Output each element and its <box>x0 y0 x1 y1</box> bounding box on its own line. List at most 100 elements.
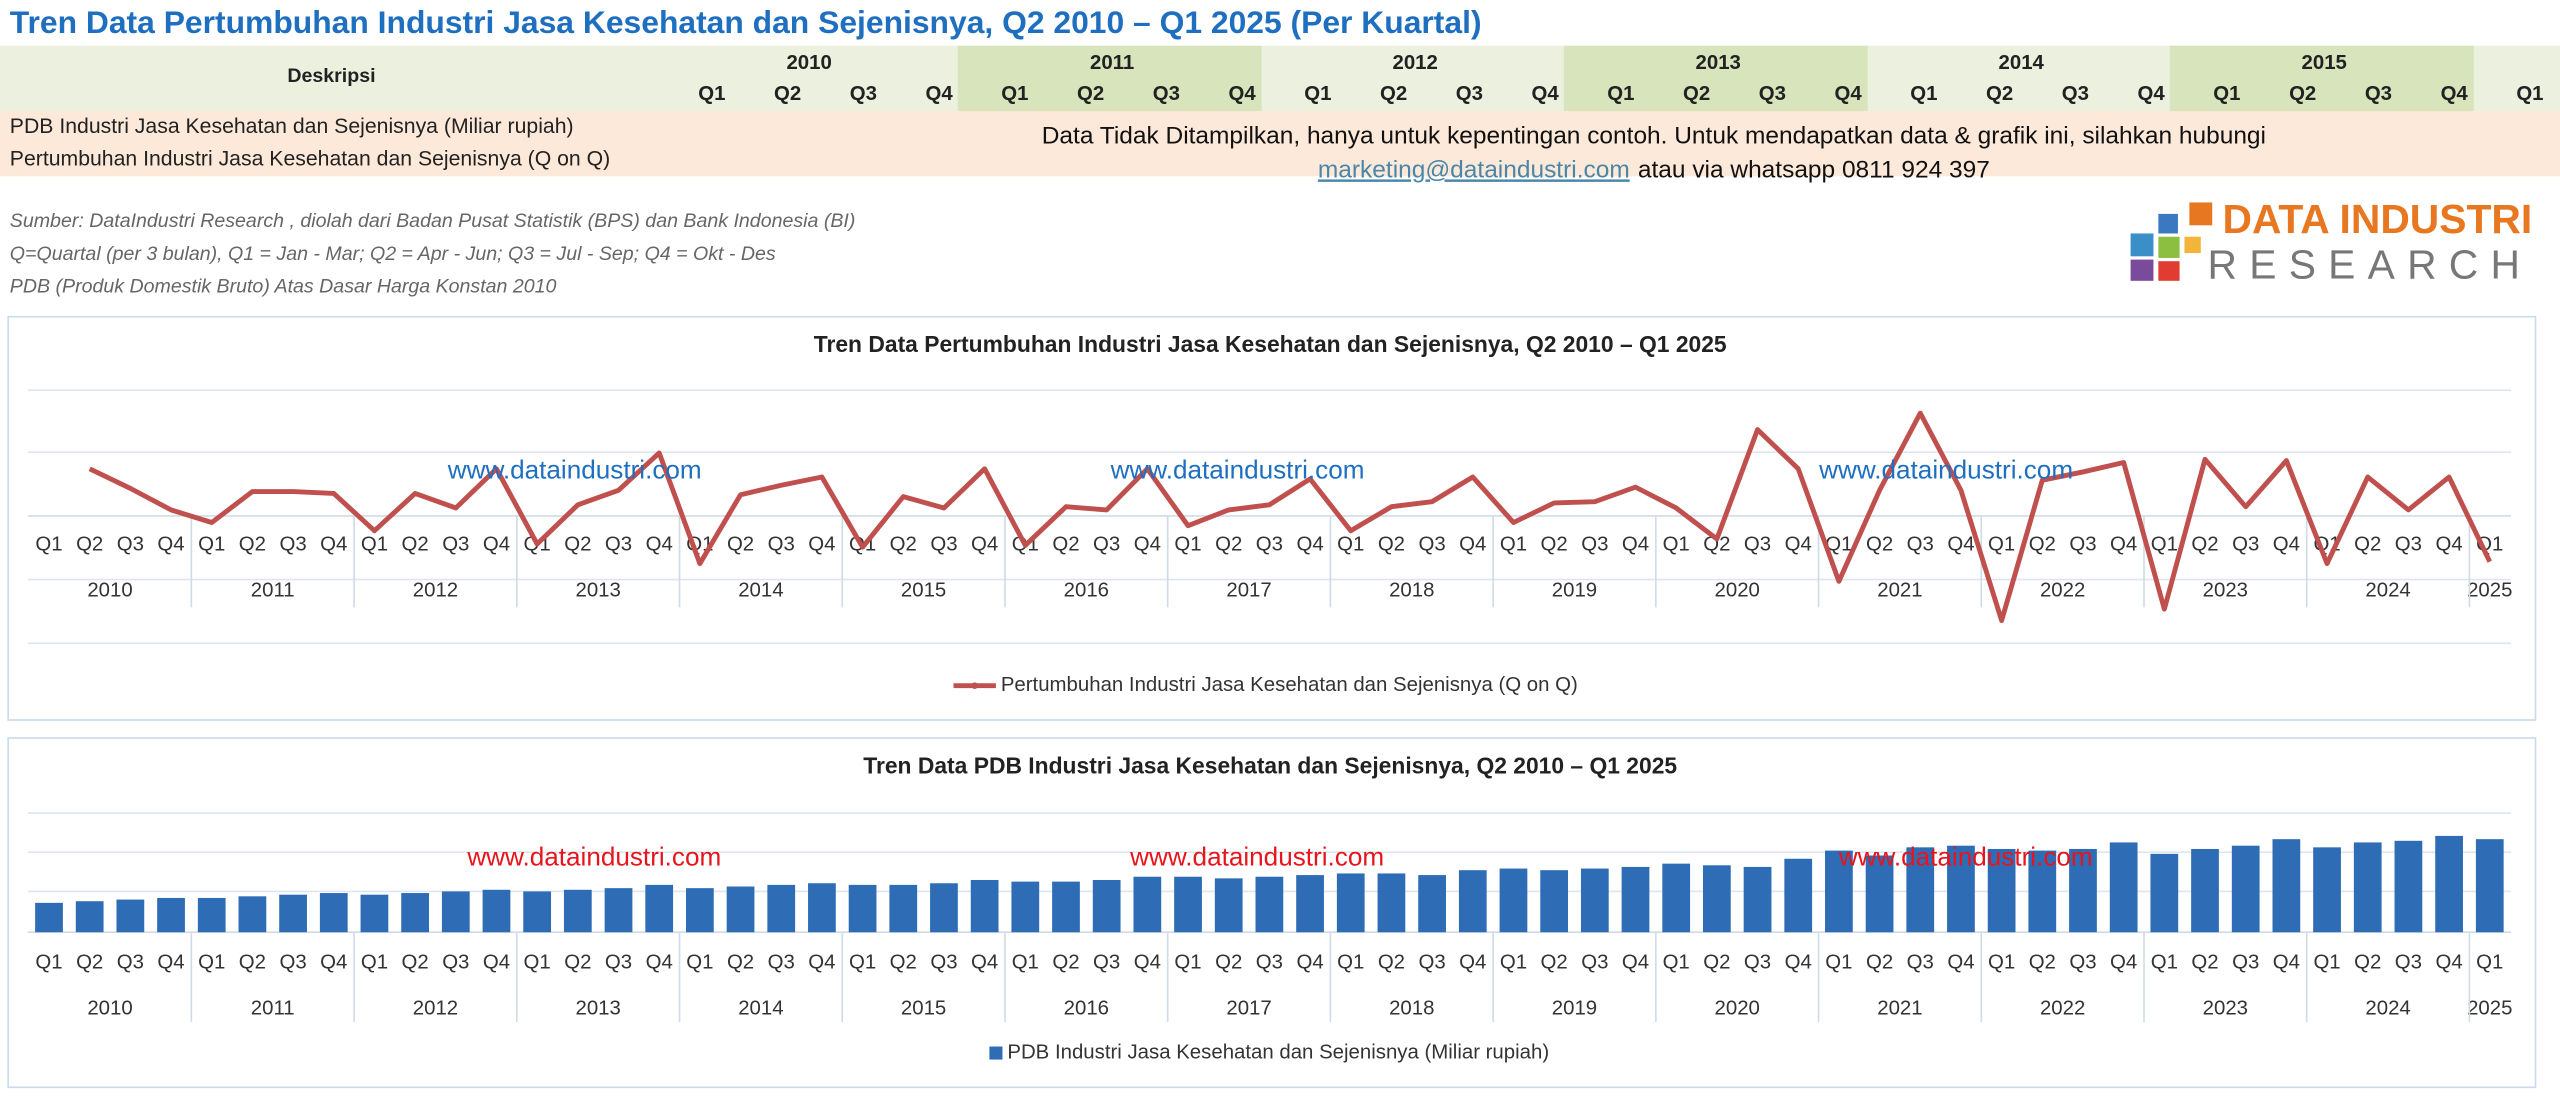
x-tick-label: Q2 <box>1866 534 1893 556</box>
x-tick-label: Q4 <box>1785 534 1812 556</box>
x-tick-label: Q2 <box>727 952 754 974</box>
year-label: 2011 <box>1090 52 1134 74</box>
x-tick-label: Q2 <box>2191 534 2218 556</box>
bar <box>726 886 755 933</box>
x-tick-label: Q2 <box>1215 534 1242 556</box>
x-tick-label: Q4 <box>1785 952 1812 974</box>
x-tick-label: Q3 <box>442 534 469 556</box>
bar <box>930 883 958 933</box>
watermark: www.dataindustri.com <box>1110 455 1365 485</box>
x-group-label: 2019 <box>1552 997 1597 1019</box>
bar <box>197 897 226 933</box>
line-series <box>88 410 2492 623</box>
logo-icon <box>2130 202 2213 281</box>
x-tick-label: Q3 <box>2395 952 2422 974</box>
x-tick-label: Q2 <box>1378 952 1405 974</box>
note: Q=Quartal (per 3 bulan), Q1 = Jan - Mar;… <box>10 243 776 265</box>
watermark: www.dataindustri.com <box>1818 455 2073 485</box>
x-tick-label: Q4 <box>1622 952 1649 974</box>
x-tick-label: Q3 <box>117 952 144 974</box>
logo-text: DATA INDUSTRI <box>2222 196 2532 242</box>
x-tick-label: Q1 <box>1174 952 1201 974</box>
x-group-label: 2015 <box>901 997 946 1019</box>
x-tick-label: Q2 <box>1378 534 1405 556</box>
x-tick-label: Q4 <box>1459 534 1486 556</box>
x-tick-label: Q2 <box>1703 534 1730 556</box>
x-group-label: 2017 <box>1226 997 1271 1019</box>
bar <box>2028 850 2057 933</box>
x-tick-label: Q1 <box>1500 952 1527 974</box>
x-tick-label: Q4 <box>2273 534 2300 556</box>
bar <box>889 884 918 933</box>
bar <box>1377 873 1406 933</box>
chart-title: Tren Data Pertumbuhan Industri Jasa Kese… <box>814 331 1727 357</box>
bar <box>116 899 145 933</box>
bar <box>1052 881 1080 933</box>
notice: Data Tidak Ditampilkan, hanya untuk kepe… <box>1042 123 2266 150</box>
bar <box>1702 865 1731 933</box>
x-tick-label: Q2 <box>564 952 591 974</box>
x-tick-label: Q3 <box>1907 952 1934 974</box>
bar <box>1011 881 1040 933</box>
x-group-label: 2010 <box>87 997 132 1019</box>
x-tick-label: Q1 <box>1012 952 1039 974</box>
x-tick-label: Q3 <box>2395 534 2422 556</box>
x-tick-label: Q2 <box>727 534 754 556</box>
x-group-label: 2011 <box>251 997 295 1019</box>
bar <box>2150 853 2179 933</box>
x-group-label: 2012 <box>413 997 458 1019</box>
x-tick-label: Q4 <box>483 534 510 556</box>
quarter-label: Q1 <box>2213 83 2240 105</box>
year-shade <box>1563 45 1868 112</box>
x-tick-label: Q1 <box>361 952 388 974</box>
watermark: www.dataindustri.com <box>447 455 702 485</box>
x-group-label: 2017 <box>1226 579 1271 601</box>
quarter-label: Q2 <box>1683 83 1710 105</box>
x-tick-label: Q1 <box>1825 952 1852 974</box>
bar <box>1580 868 1609 933</box>
x-tick-label: Q1 <box>1500 534 1527 556</box>
bar <box>1255 876 1284 933</box>
x-group-label: 2021 <box>1877 579 1922 601</box>
note: PDB (Produk Domestik Bruto) Atas Dasar H… <box>10 276 557 298</box>
bar <box>563 889 592 933</box>
x-tick-label: Q2 <box>1541 534 1568 556</box>
page-title: Tren Data Pertumbuhan Industri Jasa Kese… <box>10 4 1482 40</box>
x-tick-label: Q2 <box>402 534 429 556</box>
quarter-label: Q1 <box>1607 83 1634 105</box>
x-group-label: 2010 <box>87 579 132 601</box>
x-tick-label: Q2 <box>76 952 103 974</box>
x-group-label: 2012 <box>413 579 458 601</box>
x-tick-label: Q4 <box>2110 534 2137 556</box>
x-tick-label: Q2 <box>2191 952 2218 974</box>
x-tick-label: Q1 <box>2313 952 2340 974</box>
x-tick-label: Q3 <box>279 534 306 556</box>
bar <box>2191 848 2219 933</box>
x-tick-label: Q1 <box>1825 534 1852 556</box>
x-tick-label: Q4 <box>320 534 347 556</box>
quarter-label: Q3 <box>2365 83 2392 105</box>
x-tick-label: Q1 <box>1174 534 1201 556</box>
x-tick-label: Q3 <box>930 534 957 556</box>
bar <box>238 896 267 933</box>
legend-swatch <box>971 682 978 689</box>
bar <box>1458 870 1487 933</box>
x-group-label: 2022 <box>2040 997 2085 1019</box>
year-label: 2014 <box>1999 52 2045 74</box>
x-group-label: 2025 <box>2467 997 2512 1019</box>
email-link[interactable]: marketing@dataindustri.com <box>1318 157 1630 184</box>
x-tick-label: Q2 <box>564 534 591 556</box>
bar <box>2231 845 2260 933</box>
x-tick-label: Q3 <box>1419 534 1446 556</box>
x-group-label: 2015 <box>901 579 946 601</box>
x-tick-label: Q4 <box>320 952 347 974</box>
x-tick-label: Q3 <box>2232 534 2259 556</box>
note: Sumber: DataIndustri Research , diolah d… <box>10 210 856 232</box>
bar <box>808 883 836 933</box>
table-header <box>0 45 2560 112</box>
x-tick-label: Q1 <box>35 952 62 974</box>
x-group-label: 2018 <box>1389 997 1434 1019</box>
bar <box>1865 855 1894 933</box>
year-shade <box>2169 45 2474 112</box>
